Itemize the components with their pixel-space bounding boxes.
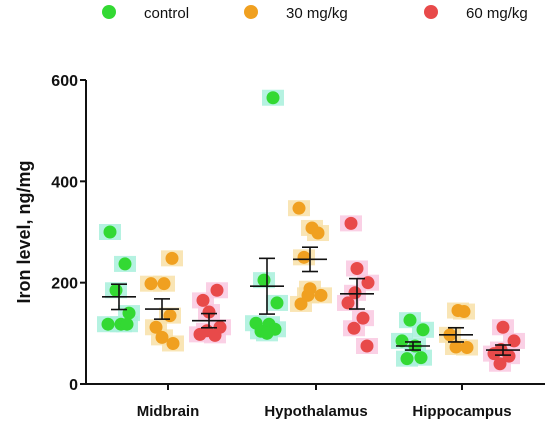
data-point xyxy=(109,283,123,297)
x-category-label: Hypothalamus xyxy=(264,403,367,420)
data-point xyxy=(414,351,428,365)
legend-marker xyxy=(424,5,438,19)
data-point xyxy=(403,313,417,327)
legend: control 30 mg/kg 60 mg/kg xyxy=(102,5,528,22)
data-point xyxy=(301,288,315,302)
legend-label: control xyxy=(144,5,189,22)
data-point xyxy=(314,288,328,302)
data-point xyxy=(292,201,306,215)
y-tick-label: 0 xyxy=(69,377,78,394)
data-point xyxy=(118,257,132,271)
data-point xyxy=(294,297,308,311)
data-point xyxy=(347,321,361,335)
data-point xyxy=(348,286,362,300)
y-axis-title: Iron level, ng/mg xyxy=(14,160,34,303)
x-category-labels: Midbrain Hypothalamus Hippocampus xyxy=(137,384,512,420)
data-point xyxy=(356,311,370,325)
data-point xyxy=(341,296,355,310)
data-point xyxy=(266,91,280,105)
data-point xyxy=(400,352,414,366)
legend-label: 30 mg/kg xyxy=(286,5,348,22)
data-point xyxy=(208,328,222,342)
data-point xyxy=(103,225,117,239)
data-point xyxy=(395,334,409,348)
legend-marker xyxy=(244,5,258,19)
data-point xyxy=(210,283,224,297)
data-point xyxy=(493,357,507,371)
data-point xyxy=(460,341,474,355)
data-point xyxy=(101,317,115,331)
data-point xyxy=(350,261,364,275)
data-point xyxy=(361,276,375,290)
data-point xyxy=(155,330,169,344)
data-point xyxy=(507,334,521,348)
data-point xyxy=(260,326,274,340)
data-point xyxy=(344,216,358,230)
data-point xyxy=(202,305,216,319)
x-category-label: Midbrain xyxy=(137,403,200,420)
data-point xyxy=(120,317,134,331)
data-point xyxy=(165,251,179,265)
data-point xyxy=(193,327,207,341)
data-point xyxy=(449,340,463,354)
y-tick-label: 200 xyxy=(51,276,78,293)
data-point xyxy=(496,320,510,334)
y-ticks: 0 200 400 600 xyxy=(51,73,86,394)
data-point xyxy=(196,293,210,307)
legend-label: 60 mg/kg xyxy=(466,5,528,22)
error-bars xyxy=(102,246,520,356)
data-point xyxy=(163,309,177,323)
y-tick-label: 600 xyxy=(51,73,78,90)
data-point xyxy=(297,250,311,264)
data-point xyxy=(122,306,136,320)
data-point xyxy=(157,277,171,291)
data-point xyxy=(166,336,180,350)
data-point xyxy=(257,273,271,287)
data-point xyxy=(416,323,430,337)
data-point xyxy=(457,305,471,319)
y-tick-label: 400 xyxy=(51,174,78,191)
data-point xyxy=(360,339,374,353)
legend-marker xyxy=(102,5,116,19)
data-point xyxy=(502,349,516,363)
data-point xyxy=(149,320,163,334)
data-point xyxy=(270,296,284,310)
data-points xyxy=(101,91,521,371)
data-point xyxy=(311,226,325,240)
data-point xyxy=(144,277,158,291)
x-category-label: Hippocampus xyxy=(412,403,511,420)
